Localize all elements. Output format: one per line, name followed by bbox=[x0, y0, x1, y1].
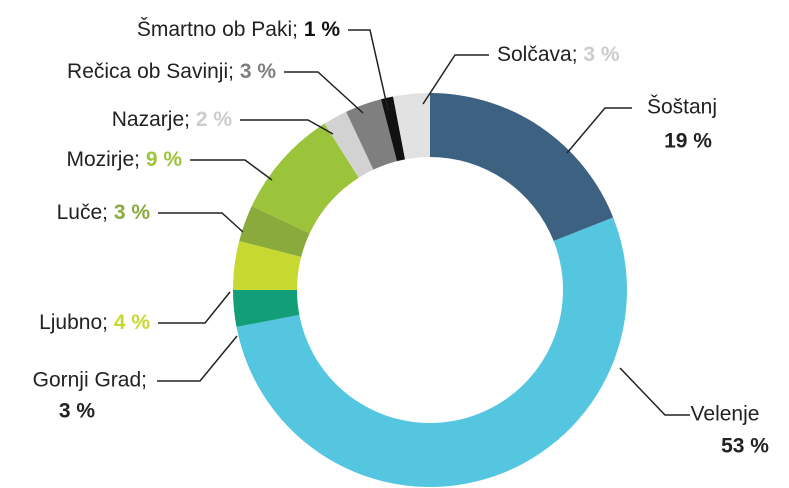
donut-segment bbox=[233, 241, 302, 290]
label: Luče; 3 % bbox=[57, 201, 151, 224]
label-value: 9 % bbox=[146, 148, 183, 171]
donut-segment bbox=[346, 99, 397, 170]
label-value: 3 % bbox=[240, 60, 277, 83]
leader-line bbox=[619, 367, 690, 416]
label-name: Gornji Grad; bbox=[33, 369, 147, 392]
label: Ljubno; 4 % bbox=[39, 311, 150, 334]
label-value: 19 % bbox=[664, 130, 712, 153]
label-value: 53 % bbox=[721, 435, 769, 458]
leader-line bbox=[158, 212, 244, 233]
leader-line bbox=[284, 71, 364, 114]
label-value: 1 % bbox=[304, 18, 341, 41]
label-name: Šmartno ob Paki; bbox=[137, 18, 298, 41]
label-value: 2 % bbox=[196, 108, 233, 131]
leader-line bbox=[240, 119, 334, 135]
leader-line bbox=[422, 54, 489, 105]
donut-segment bbox=[239, 206, 310, 257]
donut-segment bbox=[324, 111, 374, 178]
label: Mozirje; 9 % bbox=[66, 148, 182, 171]
donut-segment bbox=[430, 93, 614, 242]
label-name: Luče; bbox=[57, 201, 108, 224]
leader-line bbox=[158, 291, 231, 324]
label: Rečica ob Savinji; 3 % bbox=[67, 60, 276, 83]
label-value: 3 % bbox=[114, 201, 151, 224]
label-name: Solčava; bbox=[497, 43, 578, 66]
leader-line bbox=[566, 107, 632, 154]
donut-segment bbox=[233, 290, 300, 327]
label: Nazarje; 2 % bbox=[112, 108, 233, 131]
leader-line bbox=[348, 29, 389, 111]
donut-segment bbox=[236, 217, 627, 488]
label-value: 3 % bbox=[583, 43, 620, 66]
label-name: Šoštanj bbox=[647, 96, 717, 119]
label: Solčava; 3 % bbox=[497, 43, 620, 66]
label-name: Rečica ob Savinji; bbox=[67, 60, 234, 83]
label-name: Mozirje; bbox=[66, 148, 140, 171]
label-name: Ljubno; bbox=[39, 311, 108, 334]
label-value: 4 % bbox=[114, 311, 151, 334]
label: Šmartno ob Paki; 1 % bbox=[137, 18, 340, 41]
label-name: Nazarje; bbox=[112, 108, 190, 131]
leader-line bbox=[190, 159, 273, 181]
leader-line bbox=[157, 335, 238, 382]
donut-segment bbox=[381, 96, 406, 162]
label-name: Velenje bbox=[691, 403, 760, 426]
label-value: 3 % bbox=[59, 400, 96, 423]
donut-segment bbox=[393, 93, 430, 160]
donut-segment bbox=[251, 123, 359, 234]
